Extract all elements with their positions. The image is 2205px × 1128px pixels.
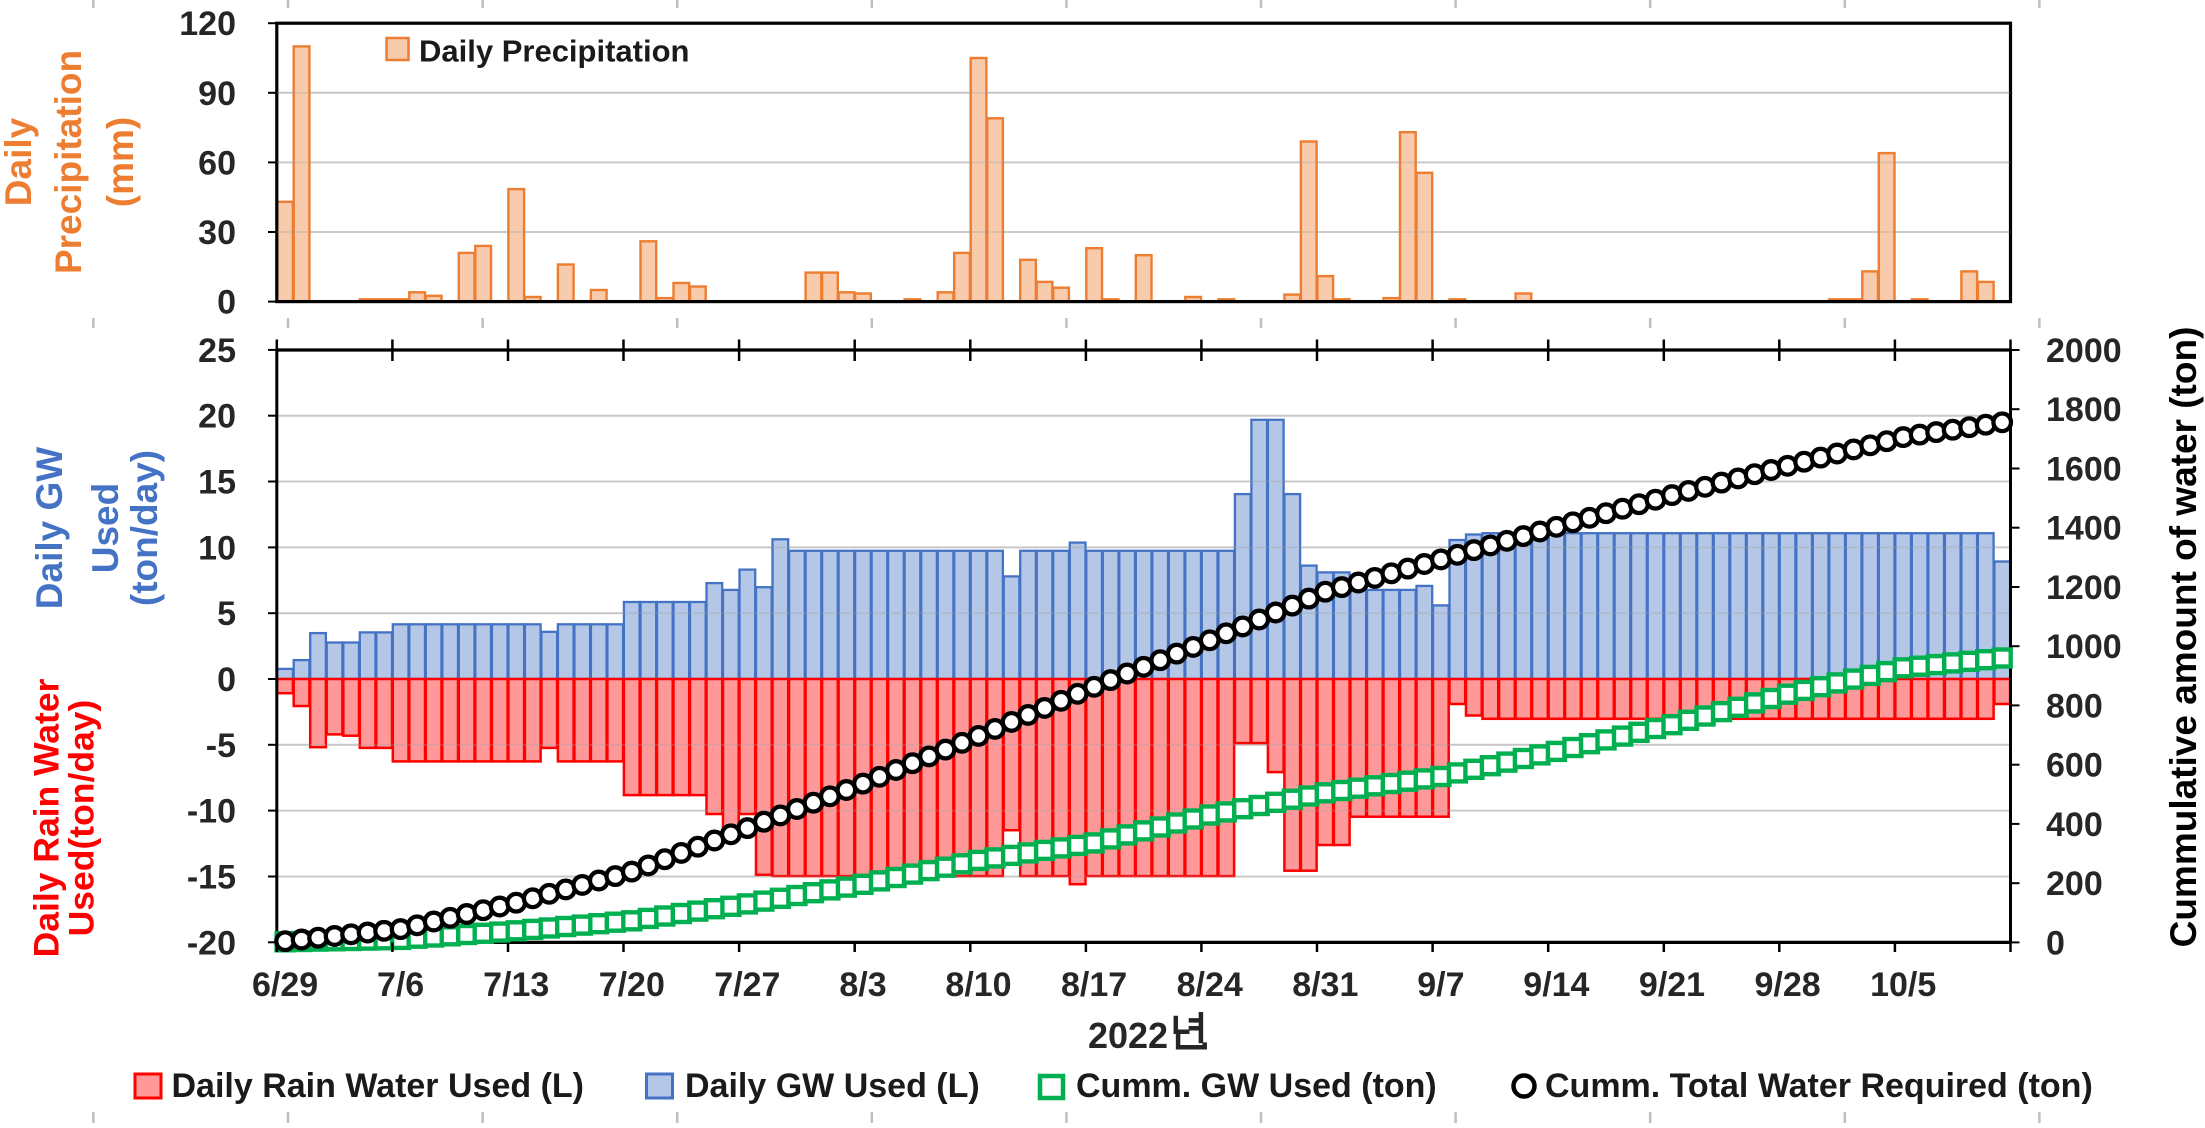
- svg-text:200: 200: [2046, 865, 2103, 903]
- svg-text:(mm): (mm): [100, 117, 141, 207]
- svg-text:60: 60: [198, 144, 236, 182]
- svg-text:600: 600: [2046, 747, 2103, 785]
- svg-text:2022: 2022: [1088, 1015, 1168, 1056]
- svg-text:Daily GW: Daily GW: [29, 447, 70, 609]
- svg-text:0: 0: [217, 661, 236, 699]
- svg-text:1400: 1400: [2046, 510, 2122, 548]
- svg-text:0: 0: [217, 284, 236, 322]
- svg-text:-5: -5: [206, 727, 236, 765]
- svg-text:7/27: 7/27: [714, 966, 780, 1004]
- svg-text:9/28: 9/28: [1755, 966, 1821, 1004]
- svg-text:0: 0: [2046, 924, 2065, 962]
- svg-text:9/21: 9/21: [1639, 966, 1705, 1004]
- svg-text:-20: -20: [187, 924, 236, 962]
- svg-text:Daily Precipitation: Daily Precipitation: [419, 34, 689, 69]
- svg-text:10: 10: [198, 529, 236, 567]
- svg-text:9/7: 9/7: [1417, 966, 1464, 1004]
- svg-text:7/6: 7/6: [377, 966, 424, 1004]
- svg-text:Cummulative amount of water (t: Cummulative amount of water (ton): [2163, 327, 2204, 948]
- svg-text:Used: Used: [85, 483, 126, 573]
- svg-text:30: 30: [198, 214, 236, 252]
- svg-text:Precipitation: Precipitation: [48, 50, 89, 274]
- svg-text:20: 20: [198, 398, 236, 436]
- svg-text:Daily: Daily: [0, 117, 39, 206]
- svg-text:Used(ton/day): Used(ton/day): [62, 700, 102, 937]
- svg-text:8/17: 8/17: [1061, 966, 1127, 1004]
- svg-text:Cumm. Total Water Required (to: Cumm. Total Water Required (ton): [1545, 1067, 2093, 1105]
- svg-text:9/14: 9/14: [1523, 966, 1589, 1004]
- svg-text:5: 5: [217, 595, 236, 633]
- svg-text:800: 800: [2046, 687, 2103, 725]
- svg-text:7/13: 7/13: [483, 966, 549, 1004]
- svg-text:-10: -10: [187, 793, 236, 831]
- svg-text:8/31: 8/31: [1292, 966, 1358, 1004]
- svg-text:120: 120: [179, 5, 236, 43]
- svg-text:1000: 1000: [2046, 628, 2122, 666]
- svg-text:15: 15: [198, 464, 236, 502]
- svg-text:2000: 2000: [2046, 332, 2122, 370]
- svg-text:Daily Rain Water Used (L): Daily Rain Water Used (L): [172, 1067, 584, 1105]
- svg-text:Cumm. GW Used (ton): Cumm. GW Used (ton): [1076, 1067, 1437, 1105]
- svg-text:Daily GW Used (L): Daily GW Used (L): [685, 1067, 980, 1105]
- svg-text:8/10: 8/10: [945, 966, 1011, 1004]
- svg-text:(ton/day): (ton/day): [124, 450, 165, 606]
- svg-text:1200: 1200: [2046, 569, 2122, 607]
- svg-text:1600: 1600: [2046, 451, 2122, 489]
- svg-text:8/3: 8/3: [839, 966, 886, 1004]
- svg-text:10/5: 10/5: [1870, 966, 1936, 1004]
- svg-text:90: 90: [198, 75, 236, 113]
- svg-text:400: 400: [2046, 806, 2103, 844]
- svg-text:7/20: 7/20: [599, 966, 665, 1004]
- svg-text:8/24: 8/24: [1177, 966, 1243, 1004]
- svg-text:1800: 1800: [2046, 391, 2122, 429]
- svg-text:-15: -15: [187, 859, 236, 897]
- svg-text:6/29: 6/29: [252, 966, 318, 1004]
- svg-text:25: 25: [198, 332, 236, 370]
- svg-text:Daily Rain Water: Daily Rain Water: [27, 678, 67, 957]
